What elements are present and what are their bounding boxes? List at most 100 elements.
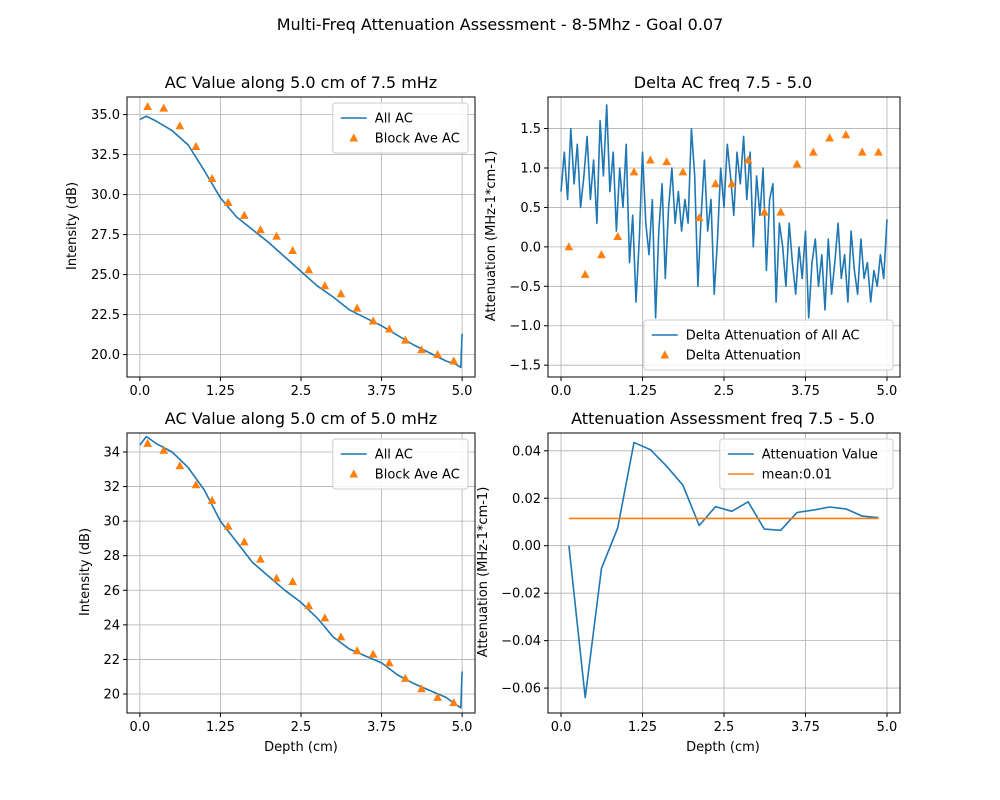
x-tick-label: 0.0 bbox=[551, 384, 572, 399]
data-point-marker bbox=[191, 142, 201, 151]
legend-marker-swatch bbox=[660, 350, 670, 359]
y-tick-label: 30.0 bbox=[91, 188, 120, 203]
data-point-marker bbox=[239, 537, 249, 546]
data-point-marker bbox=[401, 335, 410, 344]
data-point-marker bbox=[143, 438, 152, 447]
axes-frame bbox=[547, 96, 901, 378]
y-tick-label: 0.04 bbox=[512, 444, 541, 459]
subplot-top-right: Delta AC freq 7.5 - 5.0 Attenuation (MHz… bbox=[484, 73, 901, 399]
data-point-marker bbox=[223, 198, 233, 207]
data-point-marker bbox=[433, 692, 442, 701]
y-tick-label: 22.5 bbox=[91, 308, 120, 323]
data-point-marker bbox=[272, 231, 281, 240]
x-tick-label: 1.25 bbox=[206, 720, 235, 735]
x-tick-label: 2.5 bbox=[291, 384, 312, 399]
y-tick-label: 1.5 bbox=[520, 122, 541, 137]
x-tick-label: 5.0 bbox=[877, 384, 898, 399]
data-point-marker bbox=[825, 133, 834, 142]
data-point-marker bbox=[417, 345, 426, 354]
legend-box bbox=[332, 102, 469, 154]
y-tick-label: 0.00 bbox=[512, 539, 541, 554]
x-tick-label: 0.0 bbox=[130, 384, 151, 399]
y-tick-label: −1.0 bbox=[509, 319, 541, 334]
data-point-marker bbox=[564, 242, 574, 251]
legend: All AC Block Ave AC bbox=[332, 102, 469, 154]
y-tick-label: 20.0 bbox=[91, 348, 120, 363]
x-tick-label: 2.5 bbox=[714, 384, 735, 399]
series-line bbox=[139, 435, 463, 709]
y-tick-label: 25.0 bbox=[91, 268, 120, 283]
subplot-title: Delta AC freq 7.5 - 5.0 bbox=[634, 73, 812, 92]
y-tick-label: −0.04 bbox=[501, 634, 541, 649]
data-point-marker bbox=[874, 147, 883, 156]
y-tick-label: 26 bbox=[103, 584, 120, 599]
data-point-marker bbox=[207, 174, 217, 183]
data-point-marker bbox=[256, 554, 265, 563]
legend-label: mean:0.01 bbox=[762, 468, 832, 483]
legend-label: Block Ave AC bbox=[375, 468, 460, 483]
subplot-title: AC Value along 5.0 cm of 7.5 mHz bbox=[165, 73, 437, 92]
data-point-marker bbox=[207, 495, 217, 504]
data-point-marker bbox=[384, 324, 394, 333]
legend-label: Delta Attenuation of All AC bbox=[686, 329, 860, 344]
x-tick-label: 5.0 bbox=[452, 720, 473, 735]
data-point-marker bbox=[175, 461, 185, 470]
legend-label: All AC bbox=[375, 448, 413, 463]
data-point-marker bbox=[678, 167, 688, 176]
data-point-marker bbox=[288, 577, 297, 586]
subplot-top-left: AC Value along 5.0 cm of 7.5 mHz Intensi… bbox=[65, 73, 476, 399]
data-point-marker bbox=[352, 646, 362, 655]
y-tick-label: 24 bbox=[103, 618, 120, 633]
y-tick-label: 28 bbox=[103, 549, 120, 564]
subplot-title: AC Value along 5.0 cm of 5.0 mHz bbox=[165, 409, 437, 428]
series-line bbox=[568, 441, 879, 699]
subplot-bottom-left: AC Value along 5.0 cm of 5.0 mHz Intensi… bbox=[78, 409, 476, 755]
data-point-marker bbox=[792, 159, 802, 168]
data-point-marker bbox=[368, 649, 378, 658]
x-tick-label: 0.0 bbox=[551, 720, 572, 735]
legend-label: Delta Attenuation bbox=[686, 349, 801, 364]
legend-box bbox=[719, 438, 894, 490]
x-tick-label: 3.75 bbox=[791, 720, 820, 735]
series-line bbox=[139, 115, 463, 369]
legend-marker-swatch bbox=[349, 133, 359, 142]
data-point-marker bbox=[304, 601, 314, 610]
legend-box bbox=[332, 438, 469, 490]
x-tick-label: 2.5 bbox=[714, 720, 735, 735]
grid bbox=[127, 433, 475, 713]
y-tick-label: 20 bbox=[103, 687, 120, 702]
x-tick-label: 5.0 bbox=[452, 384, 473, 399]
data-point-marker bbox=[272, 573, 281, 582]
y-axis-label: Intensity (dB) bbox=[65, 182, 80, 270]
y-tick-label: 0.02 bbox=[512, 492, 541, 507]
legend-label: Attenuation Value bbox=[762, 448, 878, 463]
data-point-marker bbox=[841, 130, 851, 139]
grid bbox=[127, 97, 475, 377]
data-point-marker bbox=[304, 265, 314, 274]
x-tick-label: 1.25 bbox=[628, 720, 657, 735]
x-tick-label: 2.5 bbox=[291, 720, 312, 735]
y-tick-label: −0.06 bbox=[501, 682, 541, 697]
y-tick-label: 0.5 bbox=[520, 201, 541, 216]
data-point-marker bbox=[645, 155, 655, 164]
data-point-marker bbox=[336, 632, 346, 641]
y-axis-label: Attenuation (MHz-1*cm-1) bbox=[476, 487, 491, 658]
x-tick-label: 3.75 bbox=[367, 720, 396, 735]
axes-frame bbox=[126, 96, 476, 378]
data-point-marker bbox=[857, 147, 867, 156]
legend: All AC Block Ave AC bbox=[332, 438, 469, 490]
x-tick-label: 3.75 bbox=[367, 384, 396, 399]
legend: Delta Attenuation of All AC Delta Attenua… bbox=[643, 319, 894, 371]
data-point-marker bbox=[143, 102, 152, 111]
x-axis-label: Depth (cm) bbox=[264, 740, 338, 755]
data-point-marker bbox=[629, 167, 639, 176]
y-tick-label: 30 bbox=[103, 515, 120, 530]
series-line bbox=[560, 104, 888, 319]
y-tick-label: 27.5 bbox=[91, 228, 120, 243]
data-point-marker bbox=[808, 147, 818, 156]
x-tick-label: 0.0 bbox=[130, 720, 151, 735]
x-tick-label: 1.25 bbox=[206, 384, 235, 399]
axes-frame bbox=[547, 432, 901, 714]
subplot-bottom-right: Attenuation Assessment freq 7.5 - 5.0 At… bbox=[476, 409, 901, 755]
